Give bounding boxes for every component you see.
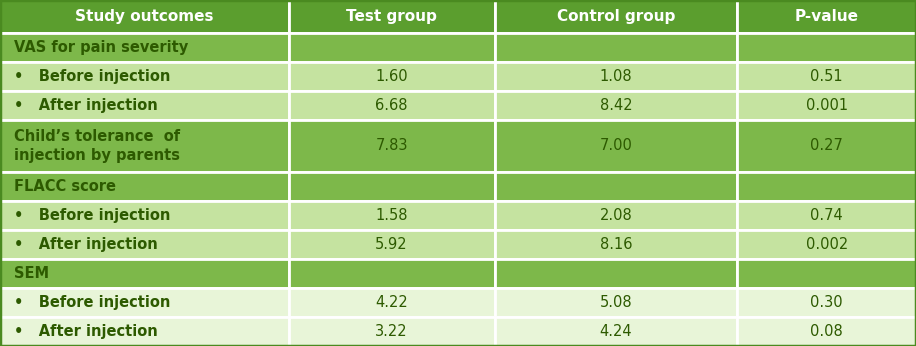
Text: •   After injection: • After injection — [14, 98, 158, 113]
Text: 0.51: 0.51 — [811, 69, 843, 84]
Bar — [0, 62, 289, 91]
Bar — [495, 172, 737, 201]
Text: 0.08: 0.08 — [811, 324, 843, 339]
Bar — [495, 120, 737, 172]
Bar — [289, 91, 495, 120]
Bar — [737, 317, 916, 346]
Bar — [737, 288, 916, 317]
Text: •   After injection: • After injection — [14, 237, 158, 252]
Text: 0.001: 0.001 — [806, 98, 847, 113]
Bar — [737, 172, 916, 201]
Bar — [289, 0, 495, 33]
Text: SEM: SEM — [14, 266, 49, 281]
Bar — [0, 230, 289, 259]
Bar — [495, 62, 737, 91]
Text: 0.30: 0.30 — [811, 295, 843, 310]
Text: 4.22: 4.22 — [376, 295, 408, 310]
Text: 1.60: 1.60 — [376, 69, 408, 84]
Bar — [737, 62, 916, 91]
Text: 6.68: 6.68 — [376, 98, 408, 113]
Bar — [737, 33, 916, 62]
Bar — [495, 33, 737, 62]
Bar — [0, 33, 289, 62]
Text: 7.00: 7.00 — [600, 138, 632, 153]
Bar — [0, 0, 289, 33]
Text: FLACC score: FLACC score — [14, 179, 115, 194]
Text: •   Before injection: • Before injection — [14, 69, 170, 84]
Bar — [289, 259, 495, 288]
Bar — [289, 120, 495, 172]
Bar — [289, 317, 495, 346]
Text: 0.74: 0.74 — [811, 208, 843, 223]
Bar — [495, 201, 737, 230]
Bar — [737, 201, 916, 230]
Text: 1.08: 1.08 — [600, 69, 632, 84]
Bar — [289, 288, 495, 317]
Text: Study outcomes: Study outcomes — [75, 9, 213, 24]
Bar — [289, 201, 495, 230]
Bar — [289, 172, 495, 201]
Text: 2.08: 2.08 — [600, 208, 632, 223]
Text: 0.002: 0.002 — [805, 237, 848, 252]
Text: •   Before injection: • Before injection — [14, 295, 170, 310]
Text: 4.24: 4.24 — [600, 324, 632, 339]
Bar — [737, 259, 916, 288]
Bar — [737, 0, 916, 33]
Bar — [495, 259, 737, 288]
Text: VAS for pain severity: VAS for pain severity — [14, 40, 188, 55]
Bar — [737, 91, 916, 120]
Text: Control group: Control group — [557, 9, 675, 24]
Bar — [0, 172, 289, 201]
Bar — [289, 62, 495, 91]
Text: 5.08: 5.08 — [600, 295, 632, 310]
Text: 1.58: 1.58 — [376, 208, 408, 223]
Text: 7.83: 7.83 — [376, 138, 408, 153]
Text: Test group: Test group — [346, 9, 437, 24]
Text: 8.16: 8.16 — [600, 237, 632, 252]
Bar — [0, 288, 289, 317]
Bar — [495, 288, 737, 317]
Bar — [0, 259, 289, 288]
Bar — [0, 201, 289, 230]
Bar — [0, 91, 289, 120]
Bar — [289, 230, 495, 259]
Text: 3.22: 3.22 — [376, 324, 408, 339]
Bar — [495, 317, 737, 346]
Text: 0.27: 0.27 — [811, 138, 843, 153]
Text: •   Before injection: • Before injection — [14, 208, 170, 223]
Text: P-value: P-value — [795, 9, 858, 24]
Bar — [737, 120, 916, 172]
Bar — [289, 33, 495, 62]
Text: 5.92: 5.92 — [376, 237, 408, 252]
Text: 8.42: 8.42 — [600, 98, 632, 113]
Text: •   After injection: • After injection — [14, 324, 158, 339]
Text: Child’s tolerance  of
injection by parents: Child’s tolerance of injection by parent… — [14, 129, 180, 163]
Bar — [495, 230, 737, 259]
Bar — [737, 230, 916, 259]
Bar — [495, 0, 737, 33]
Bar — [0, 120, 289, 172]
Bar — [0, 317, 289, 346]
Bar — [495, 91, 737, 120]
